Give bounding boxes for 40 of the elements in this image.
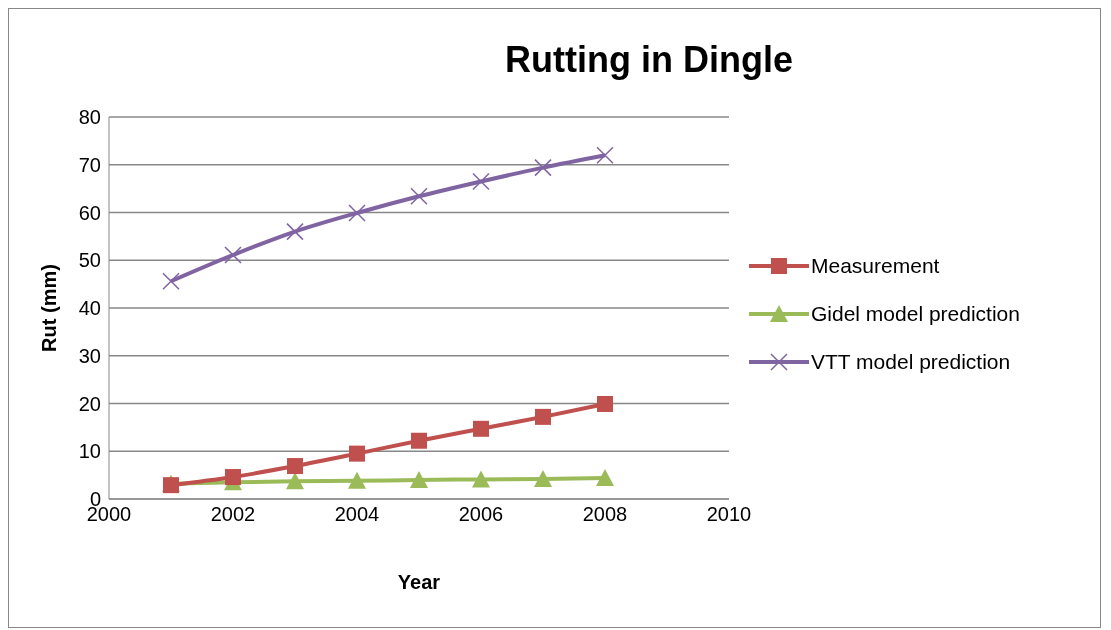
- y-tick-label: 30: [78, 344, 101, 367]
- legend-label: Measurement: [811, 254, 940, 278]
- point: [596, 468, 614, 486]
- point: [348, 204, 366, 222]
- point: [224, 246, 242, 264]
- point: [410, 470, 428, 488]
- chart-title: Rutting in Dingle: [504, 39, 794, 81]
- point: [473, 420, 489, 437]
- y-tick-label: 40: [78, 297, 101, 320]
- point: [472, 172, 490, 191]
- x-tick-label: 2004: [334, 503, 380, 526]
- y-tick-label: 70: [78, 153, 101, 176]
- point: [596, 146, 614, 164]
- x-axis-title: Year: [397, 571, 441, 593]
- x-tick-label: 2006: [458, 503, 504, 526]
- point: [597, 395, 613, 412]
- x-tick-label: 2010: [706, 503, 752, 526]
- y-tick-label: 60: [78, 201, 101, 224]
- y-tick-label: 80: [78, 106, 101, 129]
- x-tick-label: 2002: [210, 503, 256, 526]
- point: [411, 432, 427, 449]
- point: [286, 222, 304, 241]
- point: [534, 158, 552, 177]
- point: [286, 472, 304, 490]
- y-tick-label: 20: [78, 392, 101, 415]
- y-axis-title: Rut (mm): [38, 264, 61, 352]
- point: [410, 187, 428, 206]
- x-tick-label: 2008: [582, 503, 628, 526]
- point: [225, 469, 241, 486]
- point: [348, 471, 366, 489]
- point: [535, 408, 551, 425]
- point: [287, 458, 303, 475]
- legend-label: Gidel model prediction: [811, 302, 1020, 326]
- point: [534, 469, 552, 487]
- legend-label: VTT model prediction: [811, 350, 1011, 374]
- point: [162, 272, 180, 291]
- point: [472, 470, 490, 488]
- y-tick-label: 10: [78, 440, 101, 463]
- point: [349, 445, 365, 462]
- y-tick-label: 50: [78, 249, 101, 272]
